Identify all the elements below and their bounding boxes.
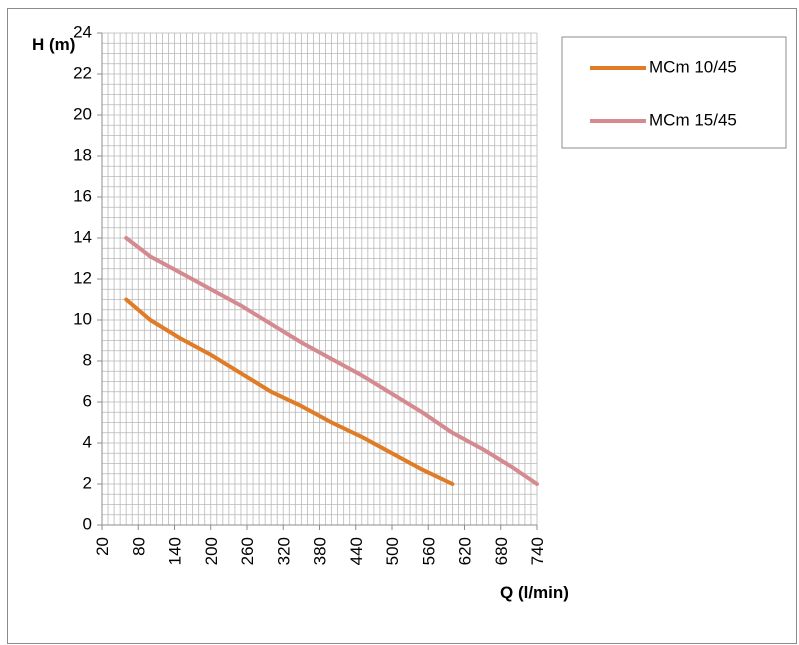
x-tick-label: 620 [456,537,475,565]
y-tick-label: 14 [73,227,92,246]
x-tick-label: 80 [129,537,148,556]
y-tick-label: 20 [73,104,92,123]
x-tick-label: 740 [528,537,547,565]
y-tick-label: 12 [73,268,92,287]
legend-label-1: MCm 10/45 [649,57,737,76]
y-tick-label: 10 [73,309,92,328]
x-tick-label: 500 [383,537,402,565]
legend-box [561,36,787,149]
series-lines [124,236,539,486]
axes [97,32,538,530]
series-line-2 [124,236,539,486]
y-tick-label: 18 [73,145,92,164]
series-line-1 [124,297,455,486]
y-tick-label: 22 [73,63,92,82]
x-tick-label: 20 [93,537,112,556]
x-axis-title: Q (l/min) [500,583,569,602]
x-tick-label: 260 [238,537,257,565]
x-tick-labels: 20 80 140 200 260 320 380 440 500 560 620 680 740 [93,537,547,565]
y-axis-title: H (m) [32,35,75,54]
y-tick-label: 8 [83,350,92,369]
y-tick-label: 24 [73,22,92,41]
x-tick-label: 140 [166,537,185,565]
grid [101,32,538,526]
y-tick-label: 16 [73,186,92,205]
y-tick-label: 2 [83,473,92,492]
x-tick-label: 200 [202,537,221,565]
legend-label-2: MCm 15/45 [649,110,737,129]
x-tick-label: 320 [274,537,293,565]
y-tick-label: 0 [83,514,92,533]
x-tick-label: 680 [492,537,511,565]
x-tick-label: 440 [347,537,366,565]
y-tick-label: 6 [83,391,92,410]
y-tick-label: 4 [83,432,92,451]
x-tick-label: 560 [419,537,438,565]
legend: MCm 10/45 MCm 15/45 [561,36,787,149]
x-tick-label: 380 [311,537,330,565]
